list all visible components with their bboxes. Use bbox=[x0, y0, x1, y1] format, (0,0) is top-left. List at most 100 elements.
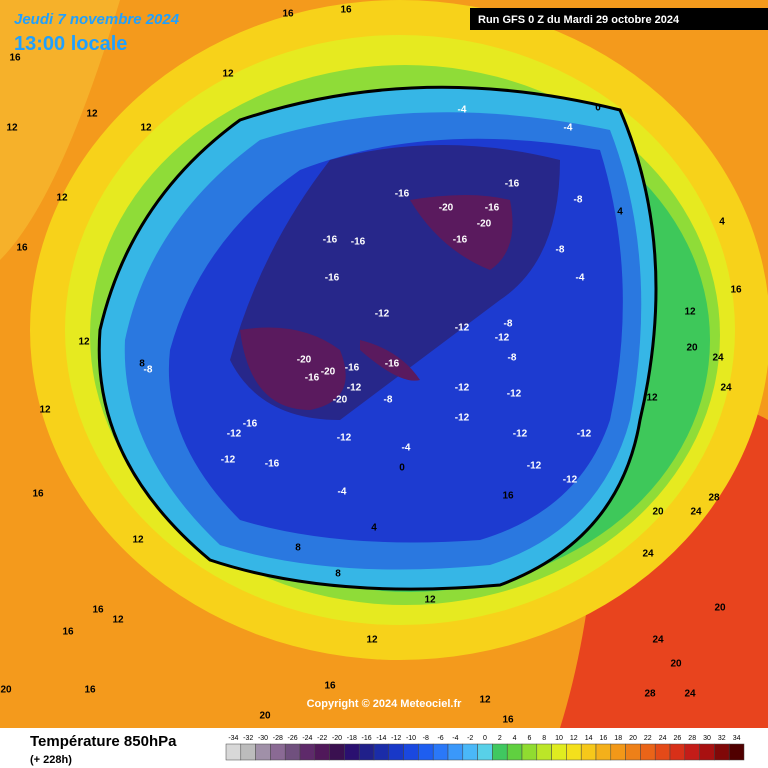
legend-tick-label: 10 bbox=[555, 735, 563, 742]
contour-label: 16 bbox=[502, 715, 514, 726]
contour-label: 4 bbox=[371, 523, 377, 534]
legend-swatch bbox=[447, 743, 464, 761]
contour-label: -16 bbox=[325, 273, 340, 284]
legend-tick-label: -2 bbox=[467, 735, 473, 742]
contour-label: 20 bbox=[686, 343, 698, 354]
contour-label: -16 bbox=[453, 235, 468, 246]
legend-swatch bbox=[418, 743, 434, 761]
contour-label: -12 bbox=[513, 429, 528, 440]
legend-swatch bbox=[566, 743, 582, 761]
contour-label: 16 bbox=[730, 285, 742, 296]
legend-tick-label: -30 bbox=[258, 735, 268, 742]
contour-label: -20 bbox=[439, 203, 454, 214]
legend-swatch bbox=[270, 743, 286, 761]
legend-tick-label: -8 bbox=[423, 735, 429, 742]
contour-label: -12 bbox=[455, 413, 470, 424]
contour-label: -8 bbox=[574, 195, 583, 206]
legend-tick-label: 26 bbox=[674, 735, 682, 742]
legend-swatch bbox=[388, 743, 404, 761]
legend-tick-label: -26 bbox=[288, 735, 298, 742]
legend-swatch bbox=[521, 743, 538, 761]
copyright: Copyright © 2024 Meteociel.fr bbox=[307, 698, 463, 710]
contour-label: -12 bbox=[577, 429, 592, 440]
contour-label: -16 bbox=[395, 189, 410, 200]
legend-swatch bbox=[625, 743, 641, 761]
contour-label: -12 bbox=[221, 455, 236, 466]
legend-swatch bbox=[492, 743, 508, 761]
contour-label: 12 bbox=[56, 193, 68, 204]
contour-label: -16 bbox=[385, 359, 400, 370]
legend-tick-label: -28 bbox=[273, 735, 283, 742]
legend-tick-label: -24 bbox=[302, 735, 312, 742]
contour-label: 12 bbox=[39, 405, 51, 416]
contour-label: -4 bbox=[564, 123, 573, 134]
contour-label: 12 bbox=[140, 123, 152, 134]
cold-core bbox=[410, 195, 513, 270]
legend-swatch bbox=[728, 743, 745, 761]
contour-label: -16 bbox=[345, 363, 360, 374]
run-banner bbox=[470, 8, 768, 30]
contour-label: -4 bbox=[402, 443, 411, 454]
legend-tick-label: 32 bbox=[718, 735, 726, 742]
legend-swatch bbox=[240, 743, 256, 761]
contour-label: 12 bbox=[366, 635, 378, 646]
contour-label: 16 bbox=[62, 627, 74, 638]
contour-label: 16 bbox=[16, 243, 28, 254]
legend-tick-label: 24 bbox=[659, 735, 667, 742]
legend-tick-label: 6 bbox=[527, 735, 531, 742]
legend-tick-label: -16 bbox=[362, 735, 372, 742]
contour-label: 24 bbox=[690, 507, 702, 518]
contour-label: -12 bbox=[527, 461, 542, 472]
legend-tick-label: 30 bbox=[703, 735, 711, 742]
legend-tick-label: -14 bbox=[376, 735, 386, 742]
contour-label: -8 bbox=[144, 365, 153, 376]
legend-swatch bbox=[551, 743, 567, 761]
legend-swatch bbox=[344, 743, 360, 761]
legend-tick-label: 14 bbox=[585, 735, 593, 742]
contour-label: 16 bbox=[32, 489, 44, 500]
contour-label: -16 bbox=[505, 179, 520, 190]
legend-swatch bbox=[640, 743, 656, 761]
legend-swatch bbox=[684, 743, 700, 761]
contour-label: 12 bbox=[479, 695, 491, 706]
contour-label: 12 bbox=[684, 307, 696, 318]
contour-label: -8 bbox=[556, 245, 565, 256]
legend-swatch bbox=[225, 743, 242, 761]
contour-label: -12 bbox=[563, 475, 578, 486]
cold-core bbox=[240, 327, 346, 410]
legend-tick-label: 22 bbox=[644, 735, 652, 742]
contour-label: 4 bbox=[617, 207, 623, 218]
legend-tick-label: 4 bbox=[513, 735, 517, 742]
contour-label: 12 bbox=[132, 535, 144, 546]
legend-tick-label: 12 bbox=[570, 735, 578, 742]
legend-tick-label: 8 bbox=[542, 735, 546, 742]
contour-label: -16 bbox=[323, 235, 338, 246]
legend-tick-label: -6 bbox=[437, 735, 443, 742]
legend-tick-label: -18 bbox=[347, 735, 357, 742]
contour-label: 12 bbox=[112, 615, 124, 626]
contour-label: 0 bbox=[399, 463, 405, 474]
contour-label: 20 bbox=[259, 711, 271, 722]
legend-swatch bbox=[699, 743, 715, 761]
legend-tick-label: -20 bbox=[332, 735, 342, 742]
contour-label: -8 bbox=[504, 319, 513, 330]
legend-swatch bbox=[462, 743, 478, 761]
legend-swatch bbox=[595, 743, 612, 761]
legend-swatch bbox=[669, 743, 686, 761]
contour-label: 24 bbox=[712, 353, 724, 364]
contour-label: 16 bbox=[9, 53, 21, 64]
legend-swatch bbox=[284, 743, 301, 761]
contour-label: 8 bbox=[295, 543, 301, 554]
legend-tick-label: 34 bbox=[733, 735, 741, 742]
contour-label: -20 bbox=[321, 367, 336, 378]
legend-swatch bbox=[654, 743, 671, 761]
contour-label: -16 bbox=[305, 373, 320, 384]
contour-label: -4 bbox=[576, 273, 585, 284]
contour-label: 24 bbox=[642, 549, 654, 560]
contour-label: 16 bbox=[282, 9, 294, 20]
contour-label: 24 bbox=[684, 689, 696, 700]
contour-label: 28 bbox=[644, 689, 656, 700]
legend-tick-label: 16 bbox=[600, 735, 608, 742]
contour-label: -16 bbox=[243, 419, 258, 430]
